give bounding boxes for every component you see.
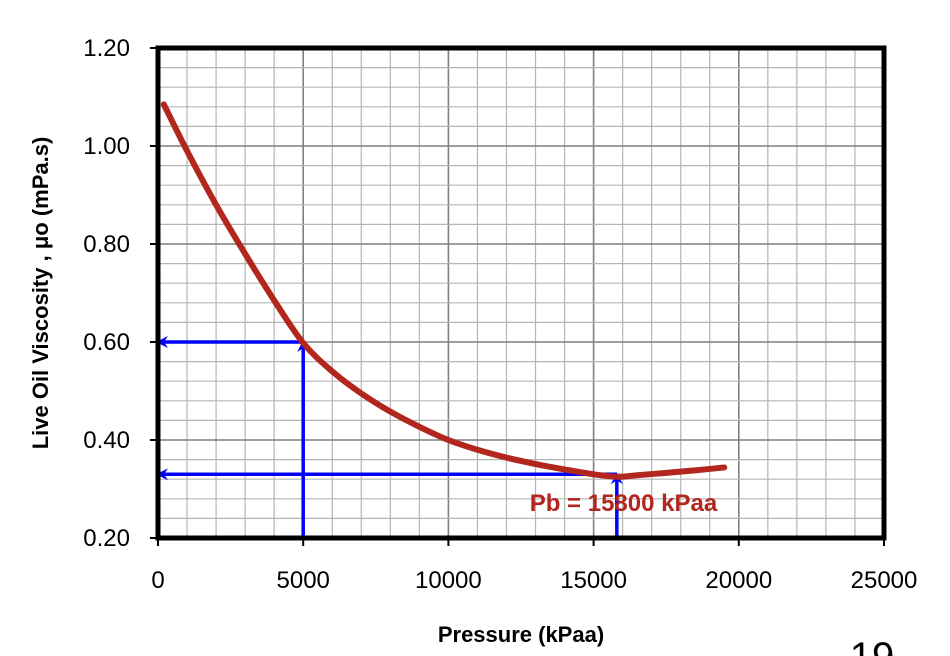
series-group bbox=[160, 101, 728, 480]
page-number: 19 bbox=[850, 635, 895, 656]
y-tick-label: 0.20 bbox=[83, 525, 130, 552]
y-tick-label: 1.00 bbox=[83, 133, 130, 160]
grid-lines bbox=[157, 47, 885, 539]
viscosity-curve bbox=[160, 101, 728, 480]
x-tick-label: 25000 bbox=[851, 567, 918, 594]
y-tick-label: 1.20 bbox=[83, 35, 130, 62]
bubble-point-annotation: Pb = 15800 kPaa bbox=[530, 490, 718, 517]
y-tick-label: 0.40 bbox=[83, 427, 130, 454]
tick-labels: 0 5000 10000 15000 20000 25000 0.20 0.40 0.60 0.8… bbox=[83, 35, 917, 594]
x-axis-title: Pressure (kPaa) bbox=[438, 622, 604, 647]
x-tick-label: 0 bbox=[151, 567, 164, 594]
y-tick-label: 0.60 bbox=[83, 329, 130, 356]
x-tick-label: 10000 bbox=[415, 567, 482, 594]
y-tick-label: 0.80 bbox=[83, 231, 130, 258]
x-tick-label: 5000 bbox=[277, 567, 330, 594]
x-tick-label: 15000 bbox=[560, 567, 627, 594]
x-tick-label: 20000 bbox=[705, 567, 772, 594]
reference-arrows bbox=[156, 336, 623, 538]
y-axis-title: Live Oil Viscosity , μo (mPa.s) bbox=[28, 137, 53, 450]
plot-frame bbox=[155, 45, 887, 541]
